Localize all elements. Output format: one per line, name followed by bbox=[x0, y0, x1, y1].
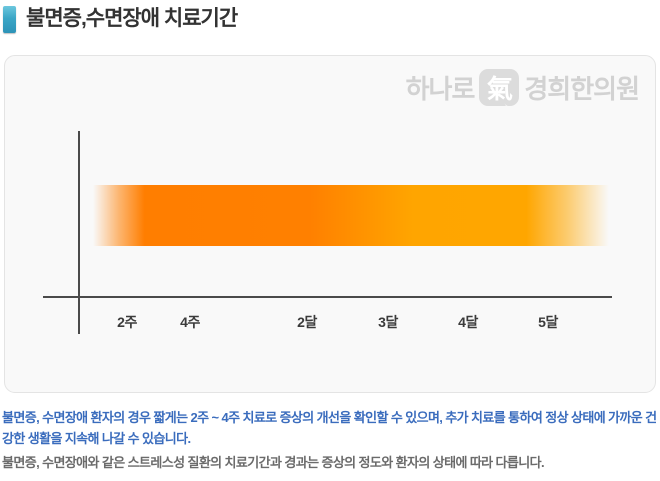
treatment-duration-bar bbox=[93, 185, 609, 246]
title-bullet-icon bbox=[3, 6, 16, 33]
chart-panel: 하나로 氣 경희한의원 2주 4주 2달 3달 4달 5달 bbox=[4, 55, 656, 393]
x-tick-label: 2달 bbox=[297, 314, 317, 330]
logo-text-prefix: 하나로 bbox=[405, 74, 476, 104]
page-title: 불면증,수면장애 치료기간 bbox=[26, 7, 238, 30]
logo-text-suffix: 경희한의원 bbox=[524, 74, 640, 104]
x-tick-label: 2주 bbox=[117, 314, 137, 330]
x-tick-label: 3달 bbox=[378, 314, 398, 330]
x-axis-line bbox=[43, 296, 612, 298]
x-axis-tick-labels: 2주 4주 2달 3달 4달 5달 bbox=[5, 56, 655, 392]
clinic-logo: 하나로 氣 경희한의원 bbox=[405, 69, 640, 106]
x-tick-label: 5달 bbox=[538, 314, 558, 330]
x-tick-label: 4주 bbox=[180, 314, 200, 330]
note-highlight: 불면증, 수면장애 환자의 경우 짧게는 2주 ~ 4주 치료로 증상의 개선을… bbox=[2, 410, 657, 446]
y-axis-line bbox=[78, 131, 80, 334]
x-tick-label: 4달 bbox=[458, 314, 478, 330]
note-disclaimer: 불면증, 수면장애와 같은 스트레스성 질환의 치료기간과 경과는 증상의 정도… bbox=[2, 455, 545, 470]
notes-section: 불면증, 수면장애 환자의 경우 짧게는 2주 ~ 4주 치료로 증상의 개선을… bbox=[2, 407, 659, 472]
page-header: 불면증,수면장애 치료기간 bbox=[3, 4, 238, 33]
ki-seal-icon: 氣 bbox=[479, 69, 520, 106]
